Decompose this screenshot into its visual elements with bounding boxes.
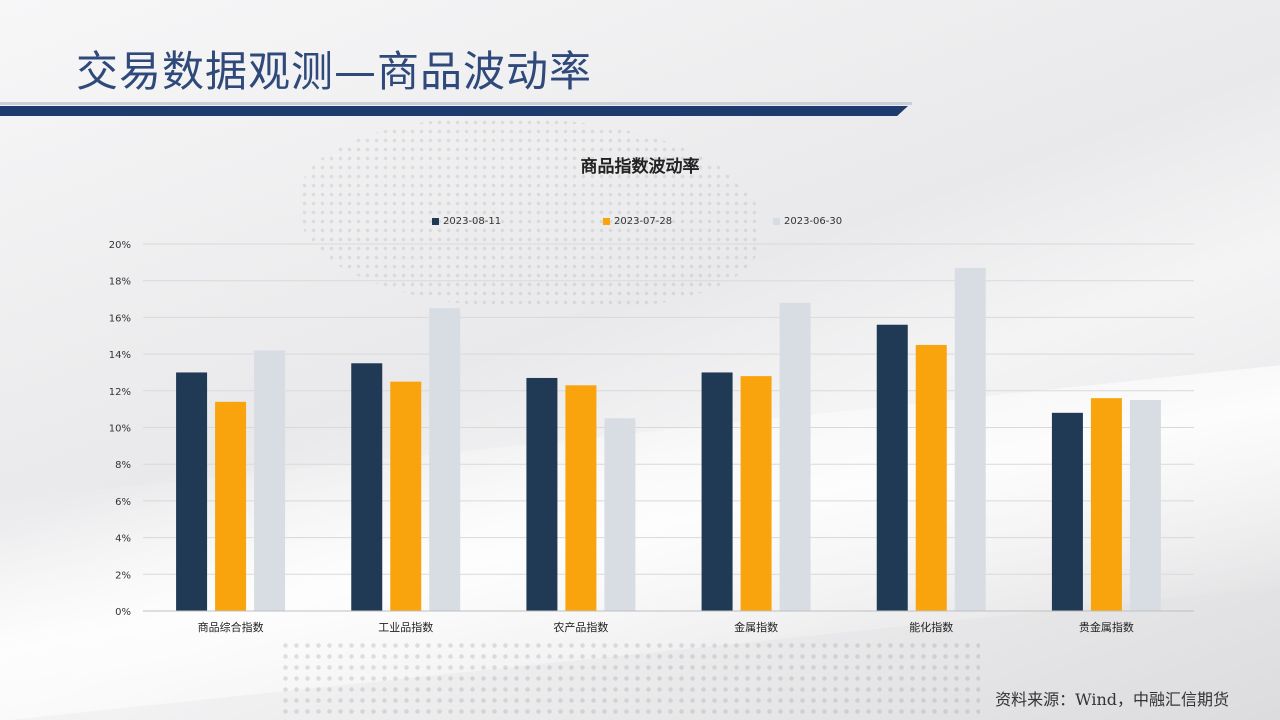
bar-3 — [604, 418, 636, 611]
bar-1 — [701, 372, 733, 611]
bar-3 — [779, 302, 811, 611]
data-source-note: 资料来源：Wind，中融汇信期货 — [995, 690, 1229, 709]
y-tick-label: 14% — [109, 350, 131, 361]
chart-legend: 2023-08-11 2023-07-28 2023-06-30 — [0, 216, 1280, 232]
bar-3 — [954, 267, 986, 611]
legend-item-series-2: 2023-07-28 — [603, 216, 672, 227]
legend-item-series-1: 2023-08-11 — [432, 216, 501, 227]
title-underline-light — [0, 102, 912, 105]
y-tick-label: 2% — [115, 570, 131, 581]
legend-swatch-series-2 — [603, 218, 610, 225]
legend-label-series-1: 2023-08-11 — [443, 216, 502, 227]
bar-2 — [215, 401, 247, 611]
background-dot-pattern — [280, 640, 980, 720]
x-category-label: 工业品指数 — [378, 620, 433, 634]
bar-3 — [254, 350, 286, 611]
bar-1 — [176, 372, 208, 611]
x-category-label: 能化指数 — [909, 620, 953, 634]
bar-3 — [1129, 399, 1161, 611]
x-category-label: 贵金属指数 — [1079, 620, 1134, 634]
legend-label-series-3: 2023-06-30 — [784, 216, 843, 227]
bar-2 — [1090, 398, 1122, 611]
slide-title: 交易数据观测—商品波动率 — [76, 47, 593, 96]
title-underline-bar — [0, 106, 908, 116]
x-category-label: 农产品指数 — [553, 620, 608, 634]
legend-swatch-series-1 — [432, 218, 439, 225]
bar-1 — [1051, 412, 1083, 611]
y-tick-label: 16% — [109, 313, 131, 324]
background-dotted-world-map — [300, 118, 760, 308]
legend-label-series-2: 2023-07-28 — [614, 216, 673, 227]
y-tick-label: 12% — [109, 387, 131, 398]
y-tick-label: 0% — [115, 607, 131, 618]
x-category-label: 金属指数 — [734, 620, 778, 634]
chart-title: 商品指数波动率 — [580, 157, 700, 177]
x-category-label: 商品综合指数 — [198, 620, 264, 634]
bar-2 — [915, 344, 947, 611]
bar-1 — [351, 363, 383, 611]
bar-1 — [876, 324, 908, 611]
legend-swatch-series-3 — [773, 218, 780, 225]
bar-2 — [565, 385, 597, 611]
bar-2 — [740, 376, 772, 611]
y-tick-label: 8% — [115, 460, 131, 471]
legend-item-series-3: 2023-06-30 — [773, 216, 842, 227]
y-tick-label: 20% — [109, 240, 131, 251]
y-tick-label: 4% — [115, 534, 131, 545]
bar-1 — [526, 377, 558, 611]
y-tick-label: 18% — [109, 277, 131, 288]
bar-3 — [429, 308, 461, 611]
bar-2 — [390, 381, 422, 611]
y-tick-label: 6% — [115, 497, 131, 508]
y-tick-label: 10% — [109, 424, 131, 435]
